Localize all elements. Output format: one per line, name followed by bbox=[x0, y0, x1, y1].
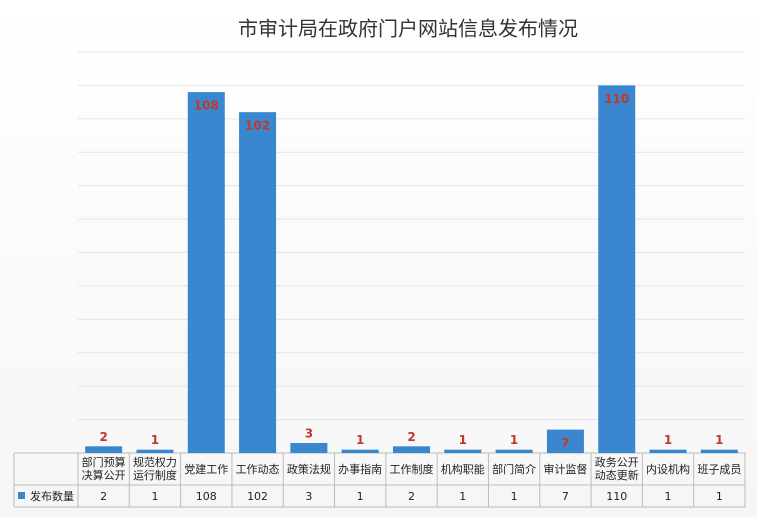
category-label: 部门预算决算公开 bbox=[81, 456, 126, 482]
table-value: 1 bbox=[664, 489, 672, 503]
bar bbox=[187, 92, 225, 453]
category-label: 政务公开动态更新 bbox=[594, 456, 639, 482]
category-label: 工作动态 bbox=[235, 462, 280, 476]
table-value: 110 bbox=[606, 489, 628, 503]
table-value: 1 bbox=[715, 489, 723, 503]
category-label: 党建工作 bbox=[184, 462, 229, 476]
bar bbox=[136, 449, 174, 453]
data-label: 1 bbox=[715, 433, 723, 447]
table-value: 1 bbox=[356, 489, 364, 503]
bar bbox=[495, 449, 533, 453]
bar bbox=[546, 429, 584, 453]
data-label: 7 bbox=[561, 436, 569, 450]
data-label: 108 bbox=[194, 99, 219, 113]
bar bbox=[290, 442, 328, 453]
legend-label: 发布数量 bbox=[30, 489, 74, 503]
category-label: 工作制度 bbox=[389, 462, 434, 476]
category-label: 审计监督 bbox=[543, 462, 588, 476]
data-label: 102 bbox=[245, 119, 270, 133]
legend-key bbox=[18, 492, 25, 499]
category-label: 班子成员 bbox=[697, 462, 742, 476]
data-label: 1 bbox=[356, 433, 364, 447]
table-value: 2 bbox=[407, 489, 415, 503]
bar bbox=[598, 85, 636, 454]
data-label: 1 bbox=[151, 433, 159, 447]
data-label: 2 bbox=[407, 430, 415, 444]
chart-title: 市审计局在政府门户网站信息发布情况 bbox=[238, 17, 578, 41]
category-label: 机构职能 bbox=[440, 462, 485, 476]
category-label: 政策法规 bbox=[286, 462, 331, 476]
data-label: 3 bbox=[305, 426, 313, 440]
table-value: 2 bbox=[100, 489, 108, 503]
bar bbox=[85, 446, 123, 453]
table-value: 102 bbox=[247, 489, 269, 503]
data-label: 1 bbox=[664, 433, 672, 447]
bar bbox=[341, 449, 379, 453]
bar bbox=[393, 446, 430, 453]
category-label: 规范权力运行制度 bbox=[132, 456, 177, 482]
data-label: 2 bbox=[99, 430, 107, 444]
table-value: 1 bbox=[151, 489, 159, 503]
category-label: 内设机构 bbox=[646, 462, 691, 476]
table-value: 7 bbox=[561, 489, 569, 503]
table-value: 3 bbox=[305, 489, 313, 503]
category-label: 部门简介 bbox=[492, 462, 537, 476]
bar bbox=[444, 449, 482, 453]
table-value: 1 bbox=[510, 489, 518, 503]
table-value: 108 bbox=[195, 489, 217, 503]
bar bbox=[700, 449, 738, 453]
data-label: 1 bbox=[510, 433, 518, 447]
bar bbox=[239, 112, 277, 454]
bar bbox=[649, 449, 687, 453]
data-label: 1 bbox=[459, 433, 467, 447]
data-label: 110 bbox=[604, 92, 629, 106]
table-value: 1 bbox=[459, 489, 467, 503]
category-label: 办事指南 bbox=[338, 462, 383, 476]
